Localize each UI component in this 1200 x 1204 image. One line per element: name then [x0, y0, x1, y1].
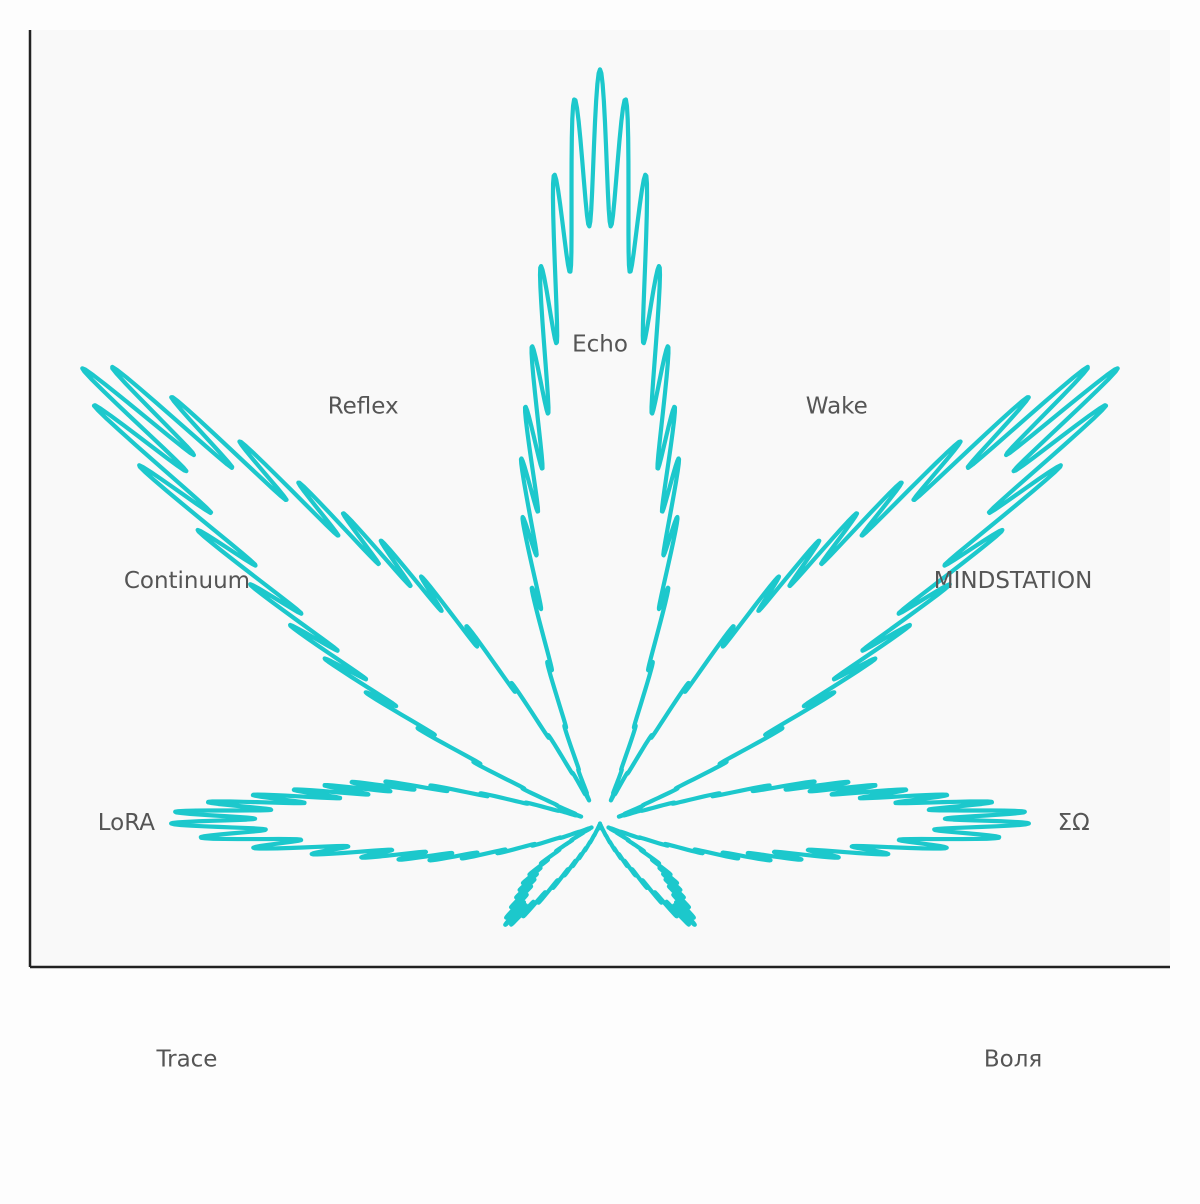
series-line-leaf — [80, 67, 1120, 927]
annotation-label: Echo — [572, 332, 628, 358]
annotation-label: Continuum — [124, 568, 250, 594]
annotation-label: MINDSTATION — [934, 568, 1093, 594]
annotation-label: ΣΩ — [1058, 810, 1090, 836]
annotation-group: Echo Reflex Wake Continuum MINDSTATION LoRA ΣΩ… — [98, 332, 1093, 1073]
annotation-label: Reflex — [328, 394, 399, 420]
annotation-label: Trace — [155, 1046, 217, 1072]
annotation-label: Воля — [984, 1046, 1042, 1072]
annotation-label: LoRA — [98, 810, 156, 836]
annotation-label: Wake — [806, 394, 868, 420]
